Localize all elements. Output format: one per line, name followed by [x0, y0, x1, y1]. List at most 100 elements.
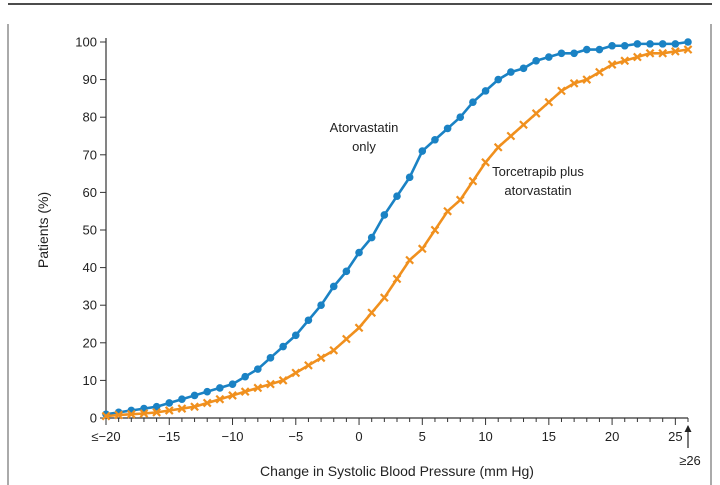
data-point: [418, 147, 427, 155]
y-tick-label: 20: [83, 335, 97, 350]
data-point: [380, 211, 389, 219]
data-point: [481, 157, 490, 167]
data-point: [254, 365, 262, 373]
x-tick-label: 15: [542, 429, 556, 444]
data-point: [266, 379, 275, 389]
series-torcetrapib-plus-atorvastatin: [101, 45, 693, 421]
data-point: [531, 109, 541, 118]
x-axis-ticks: ≤−20 −15 −10 −5 0 5 10 15 20 25 ≥26: [91, 418, 701, 468]
data-point: [114, 410, 124, 420]
data-point: [620, 41, 629, 50]
data-point: [570, 49, 578, 58]
data-point: [469, 98, 477, 106]
data-point: [152, 407, 161, 417]
data-point: [178, 395, 186, 404]
data-point: [582, 75, 592, 84]
data-point: [152, 402, 161, 411]
data-point: [253, 383, 263, 393]
series-line: [105, 40, 689, 416]
data-point: [443, 206, 452, 216]
data-point: [684, 38, 692, 46]
data-point: [342, 334, 351, 344]
annotation-line: Torcetrapib plus: [492, 164, 584, 179]
data-point: [367, 233, 376, 242]
data-point: [240, 387, 250, 397]
y-tick-label: 10: [83, 373, 97, 388]
axes: [105, 38, 688, 419]
data-point: [658, 48, 668, 58]
data-point: [645, 48, 655, 58]
data-point: [316, 353, 326, 363]
x-tick-label: 10: [478, 429, 492, 444]
data-point: [658, 40, 667, 48]
data-point: [608, 41, 616, 50]
data-point: [557, 86, 566, 96]
data-point: [367, 308, 377, 318]
data-point: [379, 293, 389, 303]
x-tick-label: ≤−20: [91, 429, 120, 444]
extra-label-arrow-head: [684, 425, 692, 432]
data-point: [493, 142, 503, 152]
data-point: [607, 60, 617, 69]
data-point: [431, 135, 439, 144]
y-tick-label: 40: [83, 260, 97, 275]
data-point: [481, 87, 490, 95]
data-point: [203, 387, 212, 396]
data-point: [291, 331, 300, 340]
data-point: [354, 323, 364, 333]
data-point: [532, 57, 540, 65]
x-tick-label: −10: [221, 429, 243, 444]
y-tick-label: 50: [83, 223, 97, 238]
x-tick-label: 25: [668, 429, 682, 444]
data-point: [291, 368, 301, 378]
y-tick-label: 100: [75, 35, 97, 50]
data-point: [165, 399, 174, 407]
data-point: [646, 40, 654, 48]
series-layer: [101, 38, 693, 421]
series-atorvastatin-only: [102, 38, 692, 419]
data-point: [507, 68, 515, 76]
data-point: [455, 195, 465, 205]
data-point: [279, 342, 287, 351]
x-axis-title: Change in Systolic Blood Pressure (mm Hg…: [260, 463, 534, 479]
data-point: [228, 380, 237, 388]
x-extra-label: ≥26: [679, 453, 701, 468]
annotation-line: Atorvastatin: [330, 120, 399, 135]
data-point: [228, 391, 237, 400]
data-point: [519, 64, 528, 73]
data-point: [101, 411, 111, 421]
data-point: [317, 301, 325, 310]
data-point: [329, 282, 338, 291]
data-point: [405, 173, 414, 182]
data-point: [443, 124, 452, 133]
annotation-line: only: [352, 139, 376, 154]
data-point: [633, 40, 642, 48]
data-point: [557, 49, 566, 58]
series-line: [105, 48, 689, 418]
data-point: [569, 78, 579, 88]
data-point: [545, 53, 553, 61]
data-point: [670, 47, 680, 56]
x-tick-label: 0: [355, 429, 362, 444]
data-point: [392, 274, 402, 284]
data-point: [595, 45, 604, 54]
y-axis-ticks: 0 10 20 30 40 50 60 70 80 90 100: [75, 35, 106, 426]
data-point: [683, 45, 693, 54]
data-point: [202, 398, 212, 408]
data-point: [355, 248, 363, 257]
data-point: [405, 255, 415, 265]
annotations: Atorvastatin only Torcetrapib plus atorvast…: [330, 120, 585, 198]
data-point: [241, 372, 249, 381]
x-tick-label: 5: [419, 429, 426, 444]
y-tick-label: 70: [83, 147, 97, 162]
data-point: [620, 56, 630, 66]
data-point: [506, 131, 516, 141]
data-point: [393, 192, 401, 200]
data-point: [544, 97, 554, 107]
x-tick-label: 20: [605, 429, 619, 444]
data-point: [329, 345, 339, 355]
data-point: [582, 45, 591, 54]
data-point: [430, 225, 440, 235]
data-point: [494, 75, 503, 84]
y-axis-title: Patients (%): [35, 192, 51, 268]
